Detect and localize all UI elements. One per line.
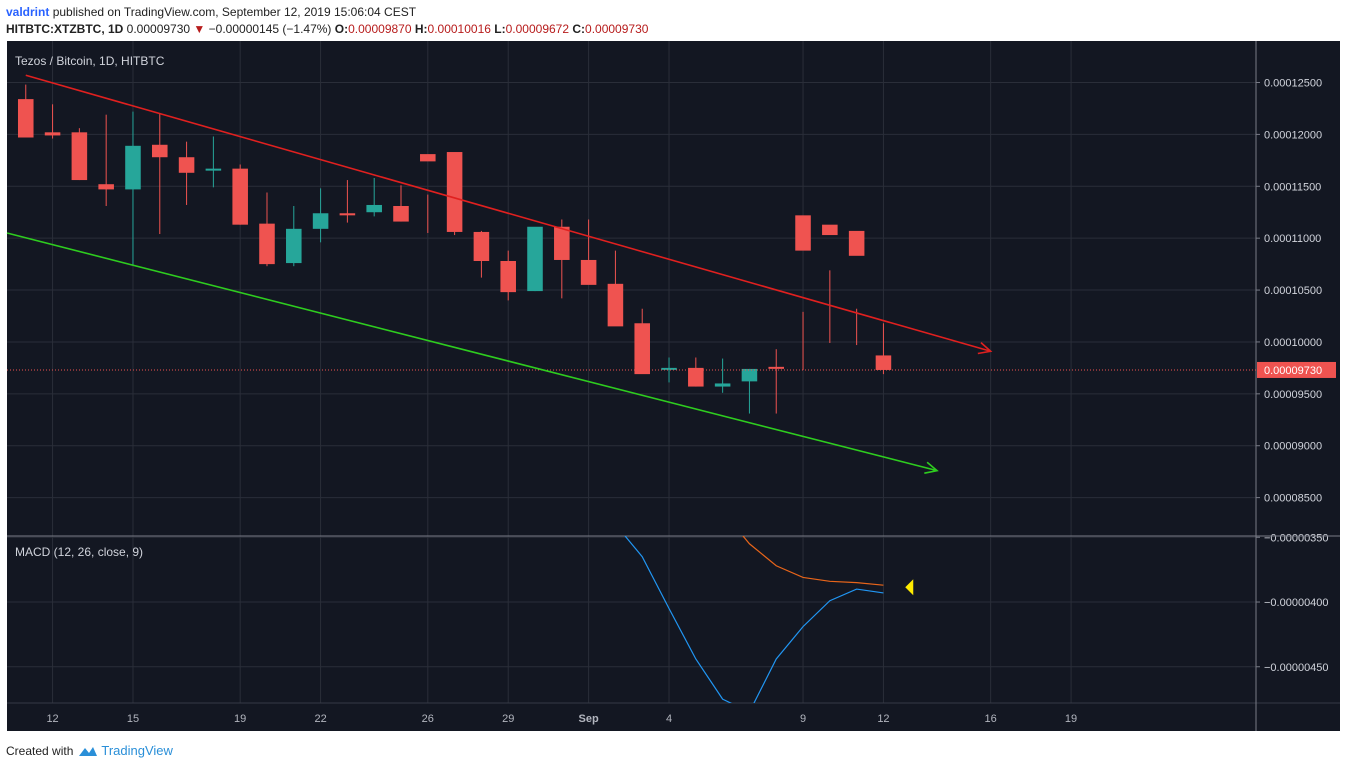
candle-body <box>232 168 248 225</box>
last-price-label: 0.00009730 <box>1264 365 1322 377</box>
x-tick-label: 15 <box>127 713 139 725</box>
macd-line <box>624 536 884 703</box>
candle-body <box>339 213 356 216</box>
candle-body <box>152 144 168 158</box>
symbol-name: HITBTC:XTZBTC, 1D <box>6 22 124 36</box>
macd-tick-label: −0.00000400 <box>1264 597 1329 609</box>
candle-body <box>259 223 275 265</box>
y-tick-label: 0.00012500 <box>1264 78 1322 90</box>
y-tick-label: 0.00008500 <box>1264 493 1322 505</box>
price-change: −0.00000145 (−1.47%) <box>208 22 332 36</box>
x-tick-label: 22 <box>314 713 326 725</box>
candle-body <box>446 152 463 232</box>
candle-body <box>286 228 302 264</box>
candle-body <box>473 231 490 261</box>
candle-body <box>848 230 865 256</box>
main-pane <box>7 41 1256 536</box>
open-value: 0.00009870 <box>348 22 412 36</box>
support-line <box>6 232 938 472</box>
candle-body <box>178 157 195 173</box>
candle-body <box>661 367 677 370</box>
x-tick-label: 4 <box>666 713 672 725</box>
x-tick-label: 19 <box>1065 713 1077 725</box>
candle-body <box>527 226 543 292</box>
candle-body <box>768 366 785 369</box>
high-label: H: <box>414 22 428 36</box>
y-tick-label: 0.00011500 <box>1264 181 1321 193</box>
macd-tick-label: −0.00000350 <box>1264 532 1329 544</box>
close-value: 0.00009730 <box>585 22 649 36</box>
author-name[interactable]: valdrint <box>6 5 50 19</box>
x-tick-label: 26 <box>422 713 434 725</box>
signal-line <box>742 536 884 586</box>
y-tick-label: 0.00010500 <box>1264 285 1322 297</box>
down-arrow-icon: ▼ <box>193 22 206 36</box>
low-value: 0.00009672 <box>505 22 570 36</box>
candle-body <box>795 215 811 251</box>
candle-body <box>98 184 114 190</box>
x-tick-label: 12 <box>877 713 889 725</box>
candle-body <box>634 323 650 375</box>
macd-tick-label: −0.00000450 <box>1264 662 1329 674</box>
time-axis <box>7 703 1256 731</box>
high-value: 0.00010016 <box>427 22 491 36</box>
candle-body <box>688 367 704 387</box>
x-tick-label: 19 <box>234 713 246 725</box>
y-tick-label: 0.00009500 <box>1264 389 1322 401</box>
candle-body <box>71 132 88 181</box>
candle-body <box>366 204 382 213</box>
y-tick-label: 0.00012000 <box>1264 129 1322 141</box>
price-axis <box>1256 41 1340 731</box>
low-label: L: <box>494 22 506 36</box>
yellow-marker-icon <box>905 579 914 596</box>
publish-text: published on TradingView.com, September … <box>52 5 417 19</box>
candle-body <box>607 283 624 327</box>
publish-info: valdrint published on TradingView.com, S… <box>6 5 416 19</box>
x-tick-label: 9 <box>800 713 806 725</box>
support-arrow-icon <box>924 461 939 474</box>
macd-group <box>624 536 884 703</box>
macd-pane <box>7 536 1256 703</box>
candle-body <box>875 355 892 370</box>
candle-body <box>822 224 838 236</box>
x-tick-label: 16 <box>985 713 997 725</box>
candle-body <box>554 226 570 260</box>
close-label: C: <box>572 22 586 36</box>
footer: Created with TradingView <box>6 743 173 758</box>
x-tick-label: 12 <box>46 713 58 725</box>
candle-body <box>741 368 758 382</box>
candle-body <box>125 145 141 190</box>
candle-body <box>205 168 222 171</box>
x-tick-label: 29 <box>502 713 514 725</box>
candle-body <box>420 154 436 162</box>
candle-body <box>580 259 597 285</box>
open-label: O: <box>334 22 349 36</box>
tradingview-logo-icon <box>79 746 98 756</box>
y-tick-label: 0.00010000 <box>1264 337 1322 349</box>
macd-title: MACD (12, 26, close, 9) <box>15 545 143 559</box>
candle-body <box>500 261 516 293</box>
candle-body <box>312 213 329 229</box>
candle-body <box>714 383 731 387</box>
candle-body <box>17 99 34 138</box>
tradingview-brand[interactable]: TradingView <box>101 743 173 758</box>
y-tick-label: 0.00009000 <box>1264 441 1322 453</box>
candle-body <box>44 132 61 136</box>
symbol-info: HITBTC:XTZBTC, 1D 0.00009730 ▼ −0.000001… <box>6 22 648 36</box>
candle-body <box>393 206 409 222</box>
resistance-arrow-icon <box>977 342 993 355</box>
chart-title: Tezos / Bitcoin, 1D, HITBTC <box>15 54 165 68</box>
x-tick-label: Sep <box>579 713 599 725</box>
candles-group <box>17 84 892 414</box>
y-tick-label: 0.00011000 <box>1264 233 1321 245</box>
resistance-line <box>25 74 991 353</box>
last-price: 0.00009730 <box>126 22 191 36</box>
last-price-tag <box>1257 361 1336 378</box>
created-with-text: Created with <box>6 743 74 758</box>
